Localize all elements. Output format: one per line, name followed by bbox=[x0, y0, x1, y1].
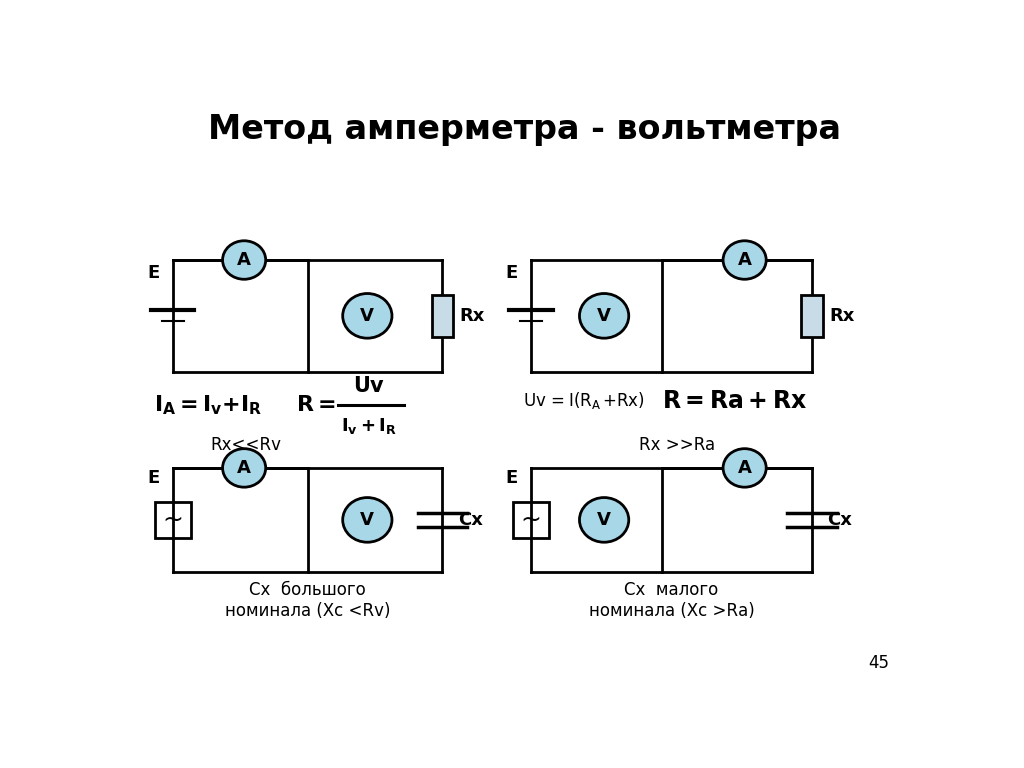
Text: $\mathrm{Uv\,{=}I(R_A\,{+}Rx)}$: $\mathrm{Uv\,{=}I(R_A\,{+}Rx)}$ bbox=[523, 390, 645, 412]
Text: $\mathbf{R =}$: $\mathbf{R =}$ bbox=[296, 395, 336, 415]
Text: E: E bbox=[506, 469, 518, 488]
Text: V: V bbox=[360, 307, 375, 325]
Text: 45: 45 bbox=[868, 654, 889, 672]
Text: Cx: Cx bbox=[827, 511, 852, 529]
Bar bbox=[801, 295, 823, 337]
Ellipse shape bbox=[723, 449, 766, 487]
Ellipse shape bbox=[580, 293, 629, 338]
Bar bbox=[432, 295, 454, 337]
Text: ~: ~ bbox=[520, 508, 542, 532]
Text: V: V bbox=[597, 307, 611, 325]
Text: A: A bbox=[238, 251, 251, 269]
Text: V: V bbox=[597, 511, 611, 529]
Bar bbox=[513, 502, 549, 538]
Text: ~: ~ bbox=[163, 508, 183, 532]
Text: Cx  малого
номинала (Xc >Rа): Cx малого номинала (Xc >Rа) bbox=[589, 581, 755, 620]
Ellipse shape bbox=[222, 241, 265, 280]
Text: V: V bbox=[360, 511, 375, 529]
Text: E: E bbox=[147, 469, 160, 488]
Text: E: E bbox=[147, 264, 160, 282]
Text: Rx >>Ra: Rx >>Ra bbox=[639, 435, 715, 454]
Text: $\mathbf{I_v + I_R}$: $\mathbf{I_v + I_R}$ bbox=[341, 415, 397, 435]
Ellipse shape bbox=[343, 293, 392, 338]
Ellipse shape bbox=[723, 241, 766, 280]
Text: Rx: Rx bbox=[460, 307, 484, 325]
Ellipse shape bbox=[580, 498, 629, 542]
Text: A: A bbox=[737, 251, 752, 269]
Text: Метод амперметра - вольтметра: Метод амперметра - вольтметра bbox=[208, 113, 842, 146]
Text: A: A bbox=[737, 459, 752, 477]
Ellipse shape bbox=[222, 449, 265, 487]
Bar bbox=[156, 502, 190, 538]
Text: $\mathbf{R = Ra + Rx}$: $\mathbf{R = Ra + Rx}$ bbox=[662, 389, 807, 413]
Text: Rx: Rx bbox=[829, 307, 854, 325]
Text: $\mathbf{I_A{=}I_v{+}I_R}$: $\mathbf{I_A{=}I_v{+}I_R}$ bbox=[154, 393, 262, 416]
Text: Rx<<Rv: Rx<<Rv bbox=[211, 435, 282, 454]
Text: E: E bbox=[506, 264, 518, 282]
Text: $\mathbf{Uv}$: $\mathbf{Uv}$ bbox=[353, 376, 385, 396]
Text: Cx: Cx bbox=[458, 511, 482, 529]
Ellipse shape bbox=[343, 498, 392, 542]
Text: Cx  большого
номинала (Xc <Rv): Cx большого номинала (Xc <Rv) bbox=[225, 581, 390, 620]
Text: A: A bbox=[238, 459, 251, 477]
